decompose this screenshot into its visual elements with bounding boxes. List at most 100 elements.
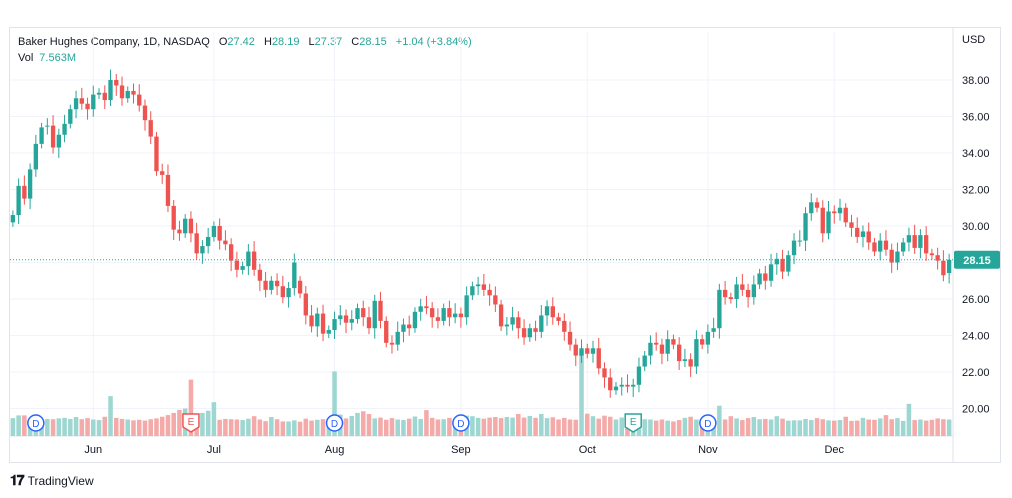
candle-body xyxy=(901,242,906,252)
volume-bar xyxy=(211,402,217,436)
volume-bar xyxy=(866,419,871,436)
dividend-label: D xyxy=(704,419,711,430)
dividend-icon xyxy=(27,414,45,432)
candle-body xyxy=(125,90,130,99)
volume-bar xyxy=(487,417,492,436)
volume-bar xyxy=(941,419,946,436)
candle-body xyxy=(246,251,251,267)
volume-bar xyxy=(935,418,940,436)
candle-body xyxy=(573,344,578,356)
candle-body xyxy=(734,284,739,299)
volume-bar xyxy=(831,420,837,436)
candle-body xyxy=(533,328,538,332)
candle-body xyxy=(45,125,50,127)
volume-bar xyxy=(843,416,849,436)
candle-body xyxy=(923,235,929,254)
symbol-title: Baker Hughes Company, 1D, NASDAQ xyxy=(18,36,210,48)
candle-body xyxy=(602,368,607,378)
candle-body xyxy=(102,92,107,101)
candle-body xyxy=(251,251,257,270)
earnings-icon xyxy=(624,413,642,433)
candle-body xyxy=(654,342,659,345)
volume-bar xyxy=(786,420,791,436)
volume-bar xyxy=(177,409,182,436)
high-value: 28.19 xyxy=(271,36,300,48)
candle-body xyxy=(786,255,791,272)
volume-bar xyxy=(366,414,372,436)
candle-body xyxy=(636,366,642,385)
candle-body xyxy=(878,240,883,252)
volume-bar xyxy=(682,417,688,436)
candle-body xyxy=(355,308,360,320)
volume-bar xyxy=(200,412,205,436)
candle-body xyxy=(223,240,228,245)
candle-body xyxy=(797,240,802,242)
chart-legend: Baker Hughes Company, 1D, NASDAQ O27.42 … xyxy=(18,35,472,50)
candle-body xyxy=(826,211,831,234)
candle-body xyxy=(56,134,61,148)
volume-bar xyxy=(860,417,866,436)
volume-bar xyxy=(79,419,85,436)
volume-bar xyxy=(590,416,596,436)
volume-bar xyxy=(498,418,504,436)
volume-value: 7.563M xyxy=(39,52,76,64)
volume-bar xyxy=(676,420,682,436)
volume-bar xyxy=(16,415,21,436)
candle-body xyxy=(464,295,469,318)
candle-body xyxy=(16,185,21,216)
y-tick-label: 34.00 xyxy=(962,148,990,160)
candle-body xyxy=(935,255,940,261)
volume-bar xyxy=(332,371,337,436)
currency-label: USD xyxy=(962,34,986,46)
volume-bar xyxy=(929,419,935,436)
tradingview-logo-icon[interactable]: 𝟏𝟕 xyxy=(10,472,25,488)
candle-body xyxy=(498,304,504,327)
volume-bar xyxy=(906,403,912,436)
candle-body xyxy=(68,109,73,124)
candle-body xyxy=(389,342,395,345)
volume-bar xyxy=(493,417,498,436)
candle-body xyxy=(39,127,44,144)
candle-body xyxy=(889,249,894,263)
volume-bar xyxy=(837,420,843,436)
candle-body xyxy=(458,313,464,318)
x-tick-label: Dec xyxy=(824,444,844,456)
volume-bar xyxy=(470,416,475,436)
candle-body xyxy=(171,205,176,230)
candle-body xyxy=(837,207,843,214)
low-value: 27.37 xyxy=(314,36,343,48)
candle-body xyxy=(395,331,400,345)
x-tick-label: Oct xyxy=(579,444,596,456)
volume-bar xyxy=(728,416,734,436)
volume-bar xyxy=(45,418,50,436)
volume-bar xyxy=(10,418,16,436)
volume-bar xyxy=(740,420,745,436)
volume-bar xyxy=(280,421,286,436)
candle-body xyxy=(33,143,39,170)
candle-body xyxy=(504,324,510,327)
candle-body xyxy=(648,342,653,356)
dividend-icon xyxy=(452,414,470,432)
candle-body xyxy=(585,348,590,354)
candle-body xyxy=(211,226,217,237)
candle-body xyxy=(671,339,676,345)
volume-bar xyxy=(751,417,757,436)
volume-bar xyxy=(694,419,699,436)
high-label: H xyxy=(263,36,272,48)
brand-name[interactable]: TradingView xyxy=(27,473,94,488)
candle-body xyxy=(108,80,113,101)
volume-bar xyxy=(659,419,665,436)
candle-body xyxy=(96,92,102,95)
volume-bar xyxy=(22,415,27,436)
candle-body xyxy=(694,339,699,367)
candle-body xyxy=(872,242,877,252)
x-tick-label: Jul xyxy=(207,444,221,456)
candle-body xyxy=(803,213,808,241)
volume-bar xyxy=(205,410,211,436)
candle-body xyxy=(843,207,848,223)
volume-bar xyxy=(125,419,131,436)
candle-body xyxy=(556,317,561,321)
candle-body xyxy=(820,207,825,234)
volume-bar xyxy=(62,417,67,436)
